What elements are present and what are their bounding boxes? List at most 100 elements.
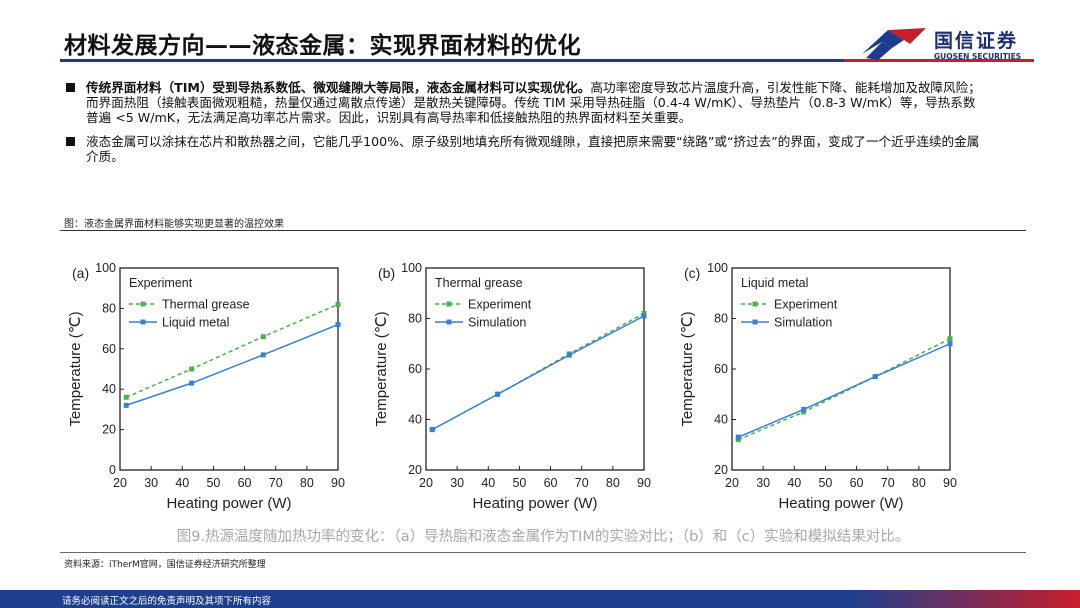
- panel-label: (c): [684, 265, 700, 281]
- data-point: [641, 310, 647, 316]
- brand-name-cn: 国信证券: [934, 30, 1019, 52]
- legend-entry: Simulation: [468, 316, 526, 330]
- x-tick-label: 70: [575, 476, 589, 490]
- legend-entry: Simulation: [774, 316, 832, 330]
- footer-accent: [850, 590, 1080, 608]
- legend-marker: [752, 301, 758, 307]
- data-point: [947, 341, 953, 347]
- footer-bar: [0, 590, 1080, 608]
- data-point: [260, 352, 266, 358]
- series-line: [737, 338, 951, 441]
- data-point: [189, 366, 195, 372]
- bullet-square-icon: [66, 136, 75, 146]
- y-tick-label: 20: [714, 463, 728, 477]
- title-rule: [60, 59, 844, 62]
- legend-entry: Experiment: [468, 298, 532, 312]
- y-tick-label: 40: [102, 382, 116, 396]
- source-rule: [60, 552, 1026, 553]
- legend-entry: Liquid metal: [162, 316, 229, 330]
- bullet-item: 液态金属可以涂抹在芯片和散热器之间，它能几乎100%、原子级别地填充所有微观缝隙…: [64, 134, 984, 164]
- x-tick-label: 80: [606, 476, 620, 490]
- y-tick-label: 60: [102, 342, 116, 356]
- legend-title: Liquid metal: [741, 276, 808, 290]
- legend-marker: [446, 301, 452, 307]
- series-line: [737, 343, 951, 438]
- data-point: [335, 322, 341, 328]
- brand-logo-icon: [862, 28, 926, 60]
- x-tick-label: 40: [175, 476, 189, 490]
- x-tick-label: 70: [881, 476, 895, 490]
- data-point: [123, 402, 129, 408]
- x-tick-label: 90: [637, 476, 651, 490]
- x-tick-label: 30: [144, 476, 158, 490]
- data-point: [801, 409, 807, 415]
- figure-caption: 图：液态金属界面材料能够实现更显著的温控效果: [64, 219, 284, 230]
- disclaimer-note: 请务必阅读正文之后的免责声明及其项下所有内容: [62, 596, 272, 607]
- y-axis-label: Temperature (℃): [373, 311, 390, 426]
- x-tick-label: 30: [450, 476, 464, 490]
- panel-label: (b): [378, 265, 395, 281]
- y-tick-label: 0: [109, 463, 116, 477]
- y-tick-label: 20: [102, 423, 116, 437]
- figure-subcaption: 图9.热源温度随加热功率的变化：（a）导热脂和液态金属作为TIM的实验对比；（b…: [177, 528, 910, 545]
- data-point: [429, 427, 435, 433]
- y-tick-label: 80: [102, 301, 116, 315]
- y-tick-label: 100: [707, 261, 728, 275]
- y-tick-label: 100: [95, 261, 116, 275]
- bullet-list: 传统界面材料（TIM）受到导热系数低、微观缝隙大等局限，液态金属材料可以实现优化…: [64, 80, 984, 172]
- y-axis-label: Temperature (℃): [679, 311, 696, 426]
- legend-marker: [752, 319, 758, 325]
- data-point: [189, 380, 195, 386]
- plot-frame: [119, 267, 339, 471]
- x-tick-label: 30: [756, 476, 770, 490]
- y-tick-label: 20: [408, 463, 422, 477]
- x-axis-label: Heating power (W): [472, 495, 597, 512]
- legend-entry: Experiment: [774, 298, 838, 312]
- series-line: [125, 323, 339, 407]
- y-tick-label: 100: [401, 261, 422, 275]
- x-tick-label: 20: [725, 476, 739, 490]
- y-tick-label: 40: [408, 413, 422, 427]
- data-point: [801, 406, 807, 412]
- x-tick-label: 20: [113, 476, 127, 490]
- y-tick-label: 60: [714, 362, 728, 376]
- legend-title: Experiment: [129, 276, 193, 290]
- data-point: [566, 352, 572, 358]
- y-tick-label: 80: [714, 312, 728, 326]
- bullet-body: 高功率密度导致芯片温度升高，引发性能下降、能耗增加及故障风险；而界面热阻（接触表…: [86, 80, 981, 126]
- data-point: [735, 437, 741, 443]
- source-note: 资料来源：iTherM官网，国信证券经济研究所整理: [64, 560, 266, 570]
- legend-entry: Thermal grease: [162, 298, 250, 312]
- legend-marker: [140, 301, 146, 307]
- y-tick-label: 80: [408, 312, 422, 326]
- y-axis-label: Temperature (℃): [67, 311, 84, 426]
- x-tick-label: 60: [238, 476, 252, 490]
- x-tick-label: 90: [943, 476, 957, 490]
- page-title: 材料发展方向——液态金属：实现界面材料的优化: [64, 33, 581, 59]
- plot-frame: [731, 267, 951, 471]
- x-tick-label: 40: [481, 476, 495, 490]
- legend-title: Thermal grease: [435, 276, 523, 290]
- data-point: [335, 301, 341, 307]
- title-rule-accent: [844, 59, 1034, 62]
- data-point: [260, 334, 266, 340]
- data-point: [495, 391, 501, 397]
- x-axis-label: Heating power (W): [778, 495, 903, 512]
- legend-marker: [140, 319, 146, 325]
- data-point: [123, 394, 129, 400]
- plot-frame: [425, 267, 645, 471]
- x-tick-label: 70: [269, 476, 283, 490]
- x-tick-label: 50: [206, 476, 220, 490]
- data-point: [735, 434, 741, 440]
- x-tick-label: 40: [787, 476, 801, 490]
- y-tick-label: 60: [408, 362, 422, 376]
- data-point: [872, 374, 878, 380]
- x-axis-label: Heating power (W): [166, 495, 291, 512]
- brand-logo: 国信证券 GUOSEN SECURITIES: [858, 24, 1038, 66]
- x-tick-label: 90: [331, 476, 345, 490]
- bullet-square-icon: [66, 83, 75, 92]
- x-tick-label: 50: [818, 476, 832, 490]
- bullet-item: 传统界面材料（TIM）受到导热系数低、微观缝隙大等局限，液态金属材料可以实现优化…: [64, 80, 984, 126]
- bullet-body: 液态金属可以涂抹在芯片和散热器之间，它能几乎100%、原子级别地填充所有微观缝隙…: [86, 133, 980, 164]
